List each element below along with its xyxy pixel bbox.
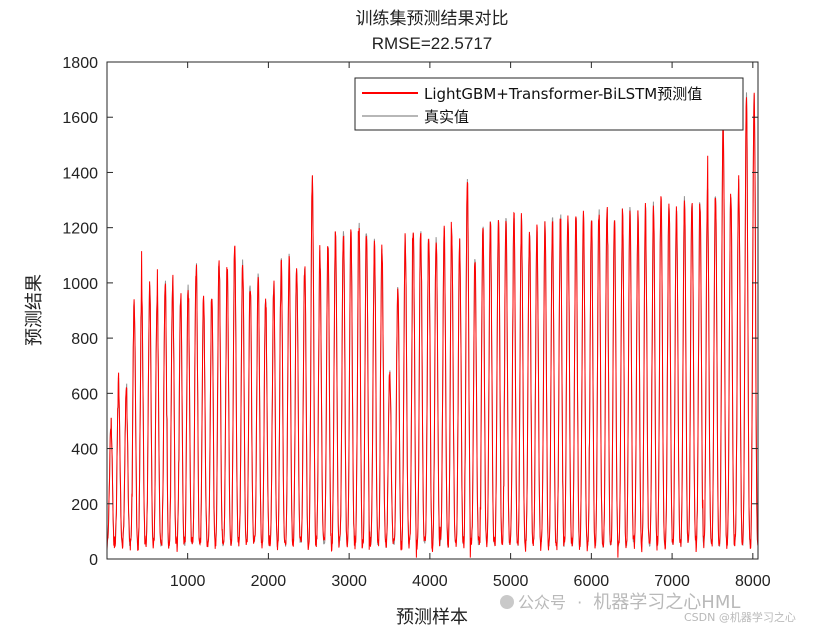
watermark-source-account: @机器学习之心 (718, 611, 796, 624)
series-line-prediction (106, 92, 759, 558)
y-tick-label: 1800 (62, 55, 98, 72)
legend-box (354, 77, 744, 131)
x-tick-label: 4000 (412, 573, 448, 590)
y-tick-label: 1200 (62, 221, 98, 238)
watermark-wechat: 公众号 · 机器学习之心HML (500, 588, 740, 614)
x-axis-label: 预测样本 (396, 607, 468, 628)
x-tick-label: 8000 (735, 573, 771, 590)
wechat-icon (500, 595, 514, 609)
x-tick-label: 7000 (654, 573, 690, 590)
x-tick-label: 5000 (493, 573, 529, 590)
y-tick-label: 1600 (62, 110, 98, 127)
y-axis-ticks: 0 200 400 600 800 1000 1200 1400 1600 1800 (62, 55, 758, 569)
y-tick-label: 600 (71, 386, 98, 403)
x-axis-ticks: 1000 2000 3000 4000 5000 6000 7000 8000 (170, 62, 771, 590)
x-tick-label: 3000 (331, 573, 367, 590)
legend-label-actual: 真实值 (424, 108, 469, 126)
x-tick-label: 6000 (574, 573, 610, 590)
plot-background (107, 62, 758, 559)
plot-area (106, 61, 759, 560)
y-tick-label: 800 (71, 331, 98, 348)
y-tick-label: 1000 (62, 276, 98, 293)
watermark-separator: · (577, 593, 583, 612)
y-axis-label: 预测结果 (24, 274, 45, 346)
plot-frame (106, 61, 759, 560)
y-tick-label: 0 (89, 552, 98, 569)
watermark-account: 机器学习之心HML (593, 592, 741, 613)
x-tick-label: 2000 (251, 573, 287, 590)
legend-label-prediction: LightGBM+Transformer-BiLSTM预测值 (424, 85, 702, 103)
legend: LightGBM+Transformer-BiLSTM预测值 真实值 (354, 77, 744, 131)
prediction-series (106, 92, 759, 558)
chart-subtitle: RMSE=22.5717 (372, 34, 493, 53)
y-tick-label: 200 (71, 497, 98, 514)
y-tick-label: 1400 (62, 165, 98, 182)
watermark-source: CSDN (684, 611, 716, 624)
watermark-platform: 公众号 (518, 593, 567, 612)
x-tick-label: 1000 (170, 573, 206, 590)
watermark-csdn: CSDN @机器学习之心 (684, 609, 796, 625)
y-tick-label: 400 (71, 442, 98, 459)
chart-title: 训练集预测结果对比 (356, 9, 509, 29)
